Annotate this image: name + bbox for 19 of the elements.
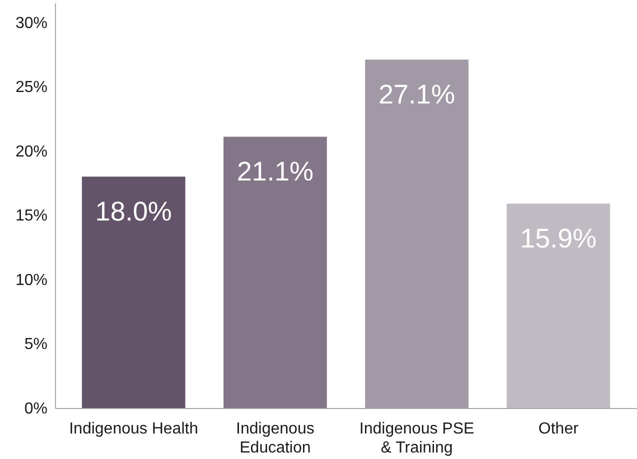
- bar: [82, 176, 186, 408]
- data-label: 15.9%: [520, 224, 597, 254]
- data-label: 18.0%: [95, 196, 172, 227]
- y-tick-label: 20%: [15, 143, 48, 160]
- bar: [506, 204, 610, 408]
- x-tick-label: Indigenous PSE & Training: [359, 420, 474, 456]
- y-tick-label: 25%: [15, 79, 48, 96]
- x-tick-label: Other: [538, 420, 580, 438]
- y-tick-label: 30%: [15, 14, 48, 32]
- bar: [224, 136, 327, 408]
- y-tick-label: 5%: [24, 336, 48, 354]
- x-tick-label: Indigenous Health: [69, 420, 198, 438]
- data-label: 27.1%: [378, 80, 456, 110]
- x-tick-label: Indigenous Education: [236, 420, 314, 456]
- y-tick-label: 10%: [15, 272, 48, 289]
- bar: [365, 60, 468, 408]
- y-tick-label: 0%: [24, 400, 48, 418]
- y-tick-label: 15%: [15, 208, 48, 225]
- data-label: 21.1%: [236, 156, 314, 187]
